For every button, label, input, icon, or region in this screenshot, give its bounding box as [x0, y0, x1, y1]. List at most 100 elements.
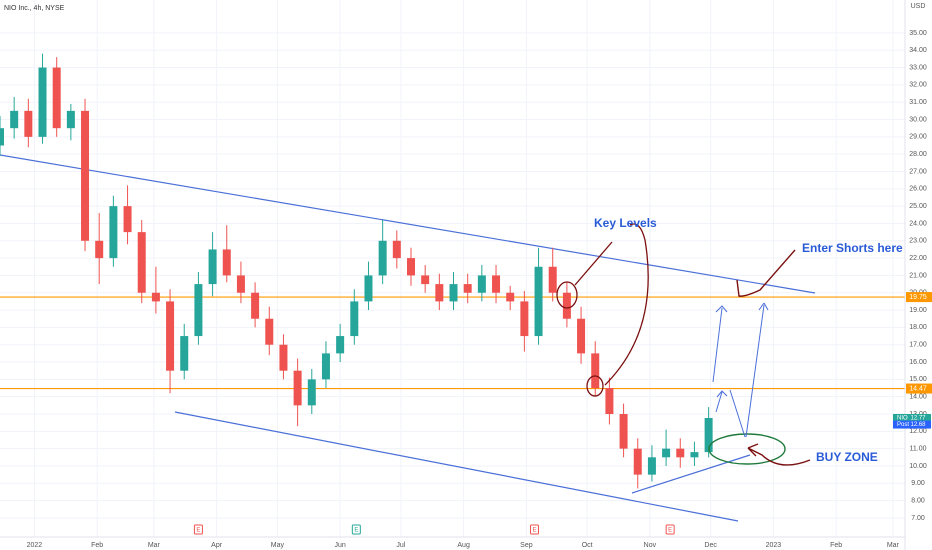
candle-body: [38, 67, 47, 137]
candle-body: [520, 301, 529, 337]
candle-body: [662, 448, 671, 458]
earnings-label: E: [354, 528, 358, 534]
candle-body: [548, 266, 557, 293]
price-tag-value: 12.77: [910, 416, 926, 422]
y-tick-label: 28.00: [909, 151, 927, 158]
y-tick-label: 33.00: [909, 64, 927, 71]
candles: [0, 53, 713, 489]
x-tick-label: Jul: [396, 542, 405, 549]
candle-body: [591, 353, 600, 389]
level-tag: [906, 292, 932, 303]
drawings: [556, 223, 811, 466]
y-tick-label: 34.00: [909, 47, 927, 54]
y-tick-label: 14.00: [909, 394, 927, 401]
candle-body: [435, 284, 444, 302]
y-tick-label: 23.00: [909, 238, 927, 245]
candle-body: [619, 414, 628, 449]
y-tick-label: 17.00: [909, 342, 927, 349]
y-tick-label: 26.00: [909, 186, 927, 193]
candle-body: [265, 318, 274, 345]
earnings-label: E: [196, 528, 200, 534]
y-tick-label: 30.00: [909, 116, 927, 123]
candle-body: [66, 110, 75, 129]
y-tick-label: 32.00: [909, 82, 927, 89]
axis-unit: USD: [911, 3, 926, 10]
y-tick-label: 7.00: [911, 515, 925, 522]
circle: [586, 375, 604, 397]
x-tick-label: Feb: [91, 542, 103, 549]
y-tick-label: 12.00: [909, 428, 927, 435]
candle-body: [166, 301, 175, 371]
pointer: [736, 249, 796, 297]
candle-body: [406, 258, 415, 276]
earnings-label: E: [668, 528, 672, 534]
candle-body: [123, 206, 132, 233]
axes: 7.008.009.0010.0011.0012.0013.0014.0015.…: [27, 30, 932, 549]
y-tick-label: 9.00: [911, 480, 925, 487]
pointer: [747, 443, 811, 466]
y-tick-label: 31.00: [909, 99, 927, 106]
candle-body: [222, 249, 231, 276]
pointer: [574, 223, 649, 386]
buy-zone-circle: [708, 433, 786, 465]
y-tick-label: 10.00: [909, 463, 927, 470]
annotation: BUY ZONE: [816, 450, 878, 464]
y-tick-label: 24.00: [909, 220, 927, 227]
candle-body: [180, 336, 189, 371]
y-tick-label: 22.00: [909, 255, 927, 262]
candle-body: [52, 67, 61, 129]
candle-body: [477, 275, 486, 293]
grid: [0, 0, 905, 537]
y-tick-label: 16.00: [909, 359, 927, 366]
y-tick-label: 21.00: [909, 272, 927, 279]
candle-body: [208, 249, 217, 285]
candle-body: [577, 318, 586, 354]
earnings-marker: [665, 524, 675, 535]
candle-body: [109, 206, 118, 259]
earnings-marker: [351, 524, 361, 535]
x-tick-label: Jun: [334, 542, 345, 549]
x-tick-label: May: [271, 542, 285, 549]
candle-body: [392, 240, 401, 259]
candle-body: [137, 232, 146, 293]
x-tick-label: Apr: [211, 542, 223, 549]
x-tick-label: 2023: [766, 542, 782, 549]
earnings-marker: [193, 524, 203, 535]
price-tag: [893, 420, 931, 429]
x-tick-label: Oct: [582, 542, 593, 549]
trend-line: [0, 154, 816, 294]
price-tag-name: NIO: [897, 416, 908, 422]
candle-body: [279, 344, 288, 371]
candle-body: [463, 284, 472, 293]
x-tick-label: Sep: [520, 542, 533, 549]
y-tick-label: 15.00: [909, 376, 927, 383]
candle-body: [293, 370, 302, 406]
y-tick-label: 35.00: [909, 30, 927, 37]
candle-body: [492, 275, 501, 293]
candle-body: [307, 379, 316, 406]
candle-body: [690, 452, 699, 458]
candle-body: [562, 292, 571, 319]
x-tick-label: Aug: [457, 542, 470, 549]
arrow: [712, 302, 769, 438]
y-tick-label: 27.00: [909, 168, 927, 175]
price-tag-name: Post: [897, 422, 909, 428]
chart-title: NIO Inc., 4h, NYSE: [4, 5, 65, 12]
y-tick-label: 29.00: [909, 134, 927, 141]
candle-body: [534, 266, 543, 337]
candle-body: [0, 128, 4, 146]
candle-body: [321, 353, 330, 380]
x-tick-label: Mar: [887, 542, 900, 549]
x-tick-label: Feb: [830, 542, 842, 549]
candle-body: [633, 448, 642, 475]
candle-body: [506, 292, 515, 302]
candle-body: [605, 388, 614, 415]
price-tag: [893, 413, 931, 422]
candle-body: [421, 275, 430, 285]
candle-body: [647, 457, 656, 475]
x-tick-label: 2022: [27, 542, 43, 549]
earnings-marker: [529, 524, 539, 535]
candle-body: [336, 336, 345, 354]
annotation: Enter Shorts here: [802, 241, 903, 255]
